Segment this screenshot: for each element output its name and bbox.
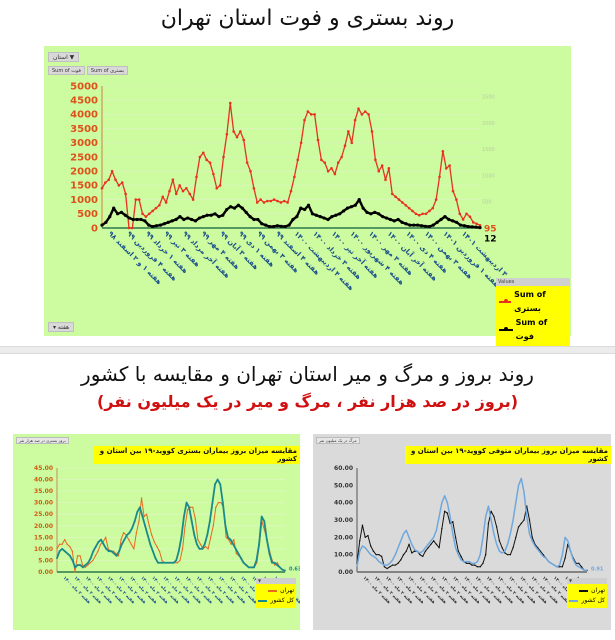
hospitalization-death-chart-panel: ▼ استان Sum of فوت Sum of بستری 500 1000 1… bbox=[44, 46, 571, 346]
incidence-legend: ▼ تهران کل کشور bbox=[256, 578, 296, 608]
week-axis-field-button[interactable]: هفته ▾ bbox=[48, 322, 75, 332]
svg-text:0.63: 0.63 bbox=[289, 567, 300, 573]
chart-legend: Values Sum of بستری Sum of فوت bbox=[496, 278, 570, 346]
svg-text:10.00: 10.00 bbox=[34, 546, 53, 553]
svg-text:45.00: 45.00 bbox=[34, 465, 53, 472]
incidence-comparison-panel: بروز بستری در صد هزار نفر مقایسه میزان ب… bbox=[13, 434, 300, 630]
svg-text:30.00: 30.00 bbox=[34, 500, 53, 507]
legend-item-hospitalization[interactable]: Sum of بستری bbox=[499, 288, 567, 316]
legend-swatch-orange-icon bbox=[268, 590, 278, 592]
legend-item-tehran[interactable]: تهران bbox=[569, 586, 605, 596]
svg-text:50.00: 50.00 bbox=[334, 482, 353, 489]
svg-text:4000: 4000 bbox=[70, 110, 98, 121]
svg-text:0.00: 0.00 bbox=[338, 569, 353, 576]
value-field-buttons: Sum of فوت Sum of بستری bbox=[48, 66, 129, 75]
svg-text:5000: 5000 bbox=[70, 81, 98, 92]
svg-text:0.00: 0.00 bbox=[38, 569, 53, 576]
svg-text:95: 95 bbox=[484, 224, 497, 234]
legend-header: Values bbox=[496, 278, 570, 286]
legend-swatch-black-icon bbox=[579, 590, 589, 592]
legend-swatch-black-icon bbox=[499, 327, 513, 331]
svg-text:15.00: 15.00 bbox=[34, 534, 53, 541]
svg-text:2000: 2000 bbox=[482, 121, 495, 127]
sum-death-field-button[interactable]: Sum of فوت bbox=[48, 66, 85, 75]
comparison-section-subtitle: (بروز در صد هزار نفر ، مرگ و میر در یک م… bbox=[96, 392, 519, 411]
legend-item-country[interactable]: کل کشور bbox=[569, 596, 605, 606]
svg-text:40.00: 40.00 bbox=[34, 477, 53, 484]
mortality-chart-title: مقایسه میزان بروز بیماران متوفی کووید-۱۹… bbox=[405, 446, 611, 464]
incidence-axis-tag: بروز بستری در صد هزار نفر bbox=[16, 437, 69, 444]
svg-text:2000: 2000 bbox=[70, 167, 98, 178]
svg-text:40.00: 40.00 bbox=[334, 500, 353, 507]
svg-text:1500: 1500 bbox=[70, 181, 98, 192]
main-chart-title: روند بستری و فوت استان تهران bbox=[160, 6, 455, 31]
svg-text:35.00: 35.00 bbox=[34, 488, 53, 495]
mortality-line-chart: 0.0010.0020.0030.0040.0050.0060.000.91هف… bbox=[334, 465, 604, 605]
hospitalization-death-line-chart: 500 1000 1500 2000 2500 0 500 1000 1500 2000 2500 3… bbox=[70, 81, 522, 292]
legend-swatch-blue-icon bbox=[569, 600, 579, 602]
svg-text:12: 12 bbox=[484, 235, 497, 245]
mortality-legend: ▼ تهران کل کشور bbox=[567, 578, 607, 608]
legend-item-death[interactable]: Sum of فوت bbox=[499, 316, 567, 344]
svg-text:30.00: 30.00 bbox=[334, 517, 353, 524]
svg-text:1500: 1500 bbox=[482, 147, 495, 153]
svg-text:0: 0 bbox=[91, 223, 98, 234]
section-divider bbox=[0, 346, 615, 354]
province-filter-button[interactable]: ▼ استان bbox=[48, 52, 80, 62]
filter-icon: ▼ bbox=[69, 54, 75, 61]
legend-item-tehran[interactable]: تهران bbox=[258, 586, 294, 596]
svg-text:20.00: 20.00 bbox=[334, 534, 353, 541]
mortality-axis-tag: مرگ در یک میلیون نفر bbox=[316, 437, 360, 444]
svg-text:1000: 1000 bbox=[70, 195, 98, 206]
mortality-comparison-panel: مرگ در یک میلیون نفر مقایسه میزان بروز ب… bbox=[313, 434, 611, 630]
svg-text:2500: 2500 bbox=[482, 95, 495, 101]
svg-text:20.00: 20.00 bbox=[34, 523, 53, 530]
sum-hospitalization-field-button[interactable]: Sum of بستری bbox=[86, 66, 129, 75]
svg-text:3500: 3500 bbox=[70, 124, 98, 135]
legend-swatch-teal-icon bbox=[258, 600, 268, 602]
svg-text:0.91: 0.91 bbox=[591, 566, 604, 572]
svg-text:1000: 1000 bbox=[482, 173, 495, 179]
svg-text:3000: 3000 bbox=[70, 138, 98, 149]
svg-text:10.00: 10.00 bbox=[334, 552, 353, 559]
svg-text:500: 500 bbox=[77, 209, 98, 220]
svg-text:5.00: 5.00 bbox=[38, 557, 53, 564]
svg-text:4500: 4500 bbox=[70, 96, 98, 107]
svg-text:2500: 2500 bbox=[70, 152, 98, 163]
svg-text:25.00: 25.00 bbox=[34, 511, 53, 518]
legend-swatch-red-icon bbox=[499, 299, 512, 303]
incidence-chart-title: مقایسه میزان بروز بیماران بستری کووید-۱۹… bbox=[93, 446, 300, 464]
svg-text:60.00: 60.00 bbox=[334, 465, 353, 472]
legend-item-country[interactable]: کل کشور bbox=[258, 596, 294, 606]
comparison-section-title: روند بروز و مرگ و میر استان تهران و مقای… bbox=[81, 362, 534, 386]
svg-text:500: 500 bbox=[482, 200, 492, 206]
